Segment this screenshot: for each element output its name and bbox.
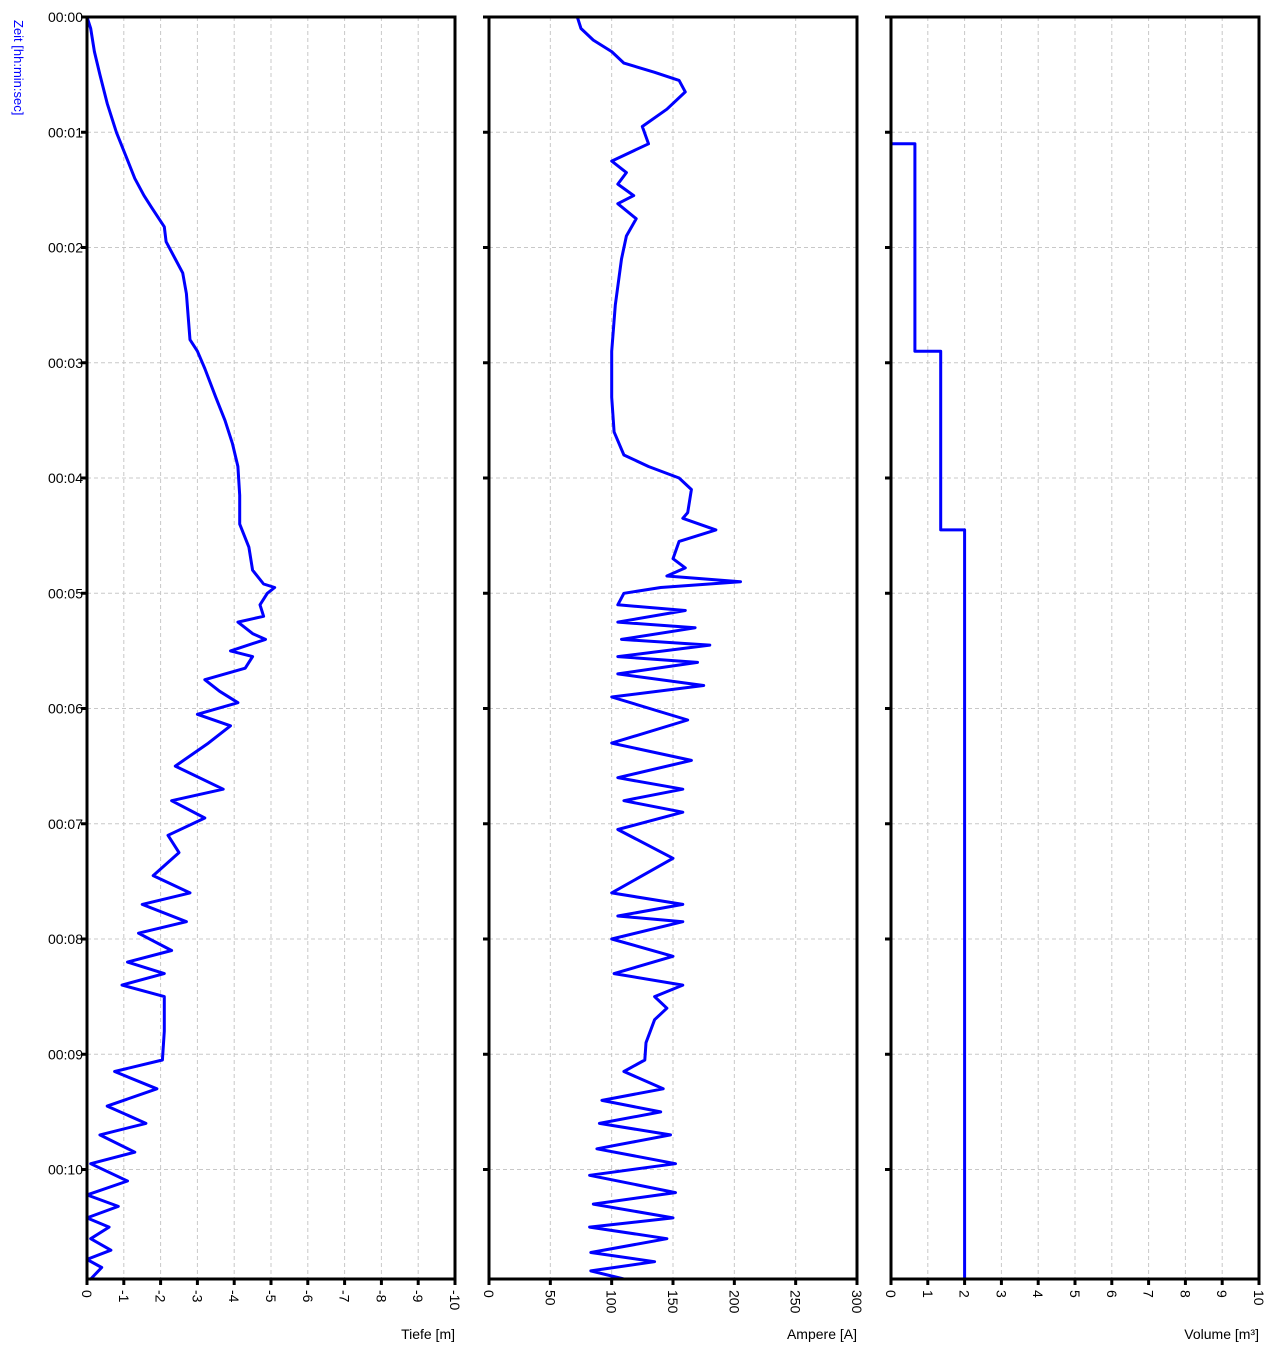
- x-axis-title: Tiefe [m]: [401, 1326, 455, 1342]
- x-tick-label: 150: [665, 1290, 681, 1314]
- x-tick-label: 9: [1214, 1290, 1230, 1298]
- y-tick-label: 00:04: [48, 470, 83, 486]
- x-tick-label: 10: [1251, 1290, 1267, 1306]
- y-tick-label: 00:10: [48, 1162, 83, 1178]
- y-tick-label: 00:03: [48, 355, 83, 371]
- y-tick-label: 00:09: [48, 1046, 83, 1062]
- x-tick-label: -8: [373, 1290, 389, 1303]
- x-tick-label: -9: [410, 1290, 426, 1303]
- y-tick-label: 00:02: [48, 240, 83, 256]
- x-tick-label: -6: [300, 1290, 316, 1303]
- x-tick-label: 4: [1030, 1290, 1046, 1298]
- plot-panel-1: 00:00 00:01 00:02 00:03 00:04 00:05 00:06 00:07…: [48, 9, 463, 1342]
- x-tick-label: 3: [993, 1290, 1009, 1298]
- series-line: [889, 15, 967, 1281]
- x-tick-label: -5: [263, 1290, 279, 1303]
- x-axis-title: Ampere [A]: [787, 1326, 857, 1342]
- x-tick-label: 6: [1104, 1290, 1120, 1298]
- y-tick-label: 00:01: [48, 124, 83, 140]
- x-tick-label: 1: [920, 1290, 936, 1298]
- x-tick-label: 2: [957, 1290, 973, 1298]
- x-tick-label: -2: [153, 1290, 169, 1303]
- x-tick-label: 5: [1067, 1290, 1083, 1298]
- y-tick-label: 00:06: [48, 701, 83, 717]
- x-tick-label: -1: [116, 1290, 132, 1303]
- y-tick-label: 00:05: [48, 585, 83, 601]
- plot-panel-2: 0 50 100 150 200 250 300 Ampere [A]: [481, 15, 865, 1342]
- x-tick-label: -7: [337, 1290, 353, 1303]
- y-tick-label: 00:07: [48, 816, 83, 832]
- x-tick-label: -4: [226, 1290, 242, 1303]
- x-tick-label: 50: [542, 1290, 558, 1306]
- x-tick-label: 250: [788, 1290, 804, 1314]
- x-tick-label: 100: [604, 1290, 620, 1314]
- y-tick-label: 00:08: [48, 931, 83, 947]
- x-tick-label: 0: [79, 1290, 95, 1298]
- x-tick-label: 200: [726, 1290, 742, 1314]
- series-line: [85, 15, 277, 1281]
- y-tick-label: 00:00: [48, 9, 83, 25]
- series-line: [575, 15, 742, 1281]
- x-tick-label: -10: [447, 1290, 463, 1310]
- x-tick-label: 0: [481, 1290, 497, 1298]
- x-tick-label: -3: [189, 1290, 205, 1303]
- y-axis-title: Zeit [hh:min:sec]: [11, 20, 26, 115]
- x-tick-label: 300: [849, 1290, 865, 1314]
- x-tick-label: 8: [1177, 1290, 1193, 1298]
- x-tick-label: 7: [1141, 1290, 1157, 1298]
- x-tick-label: 0: [883, 1290, 899, 1298]
- x-axis-title: Volume [m³]: [1184, 1326, 1259, 1342]
- plot-panel-3: 0 1 2 3 4 5 6 7 8 9 10 Volume [m³]: [883, 15, 1267, 1342]
